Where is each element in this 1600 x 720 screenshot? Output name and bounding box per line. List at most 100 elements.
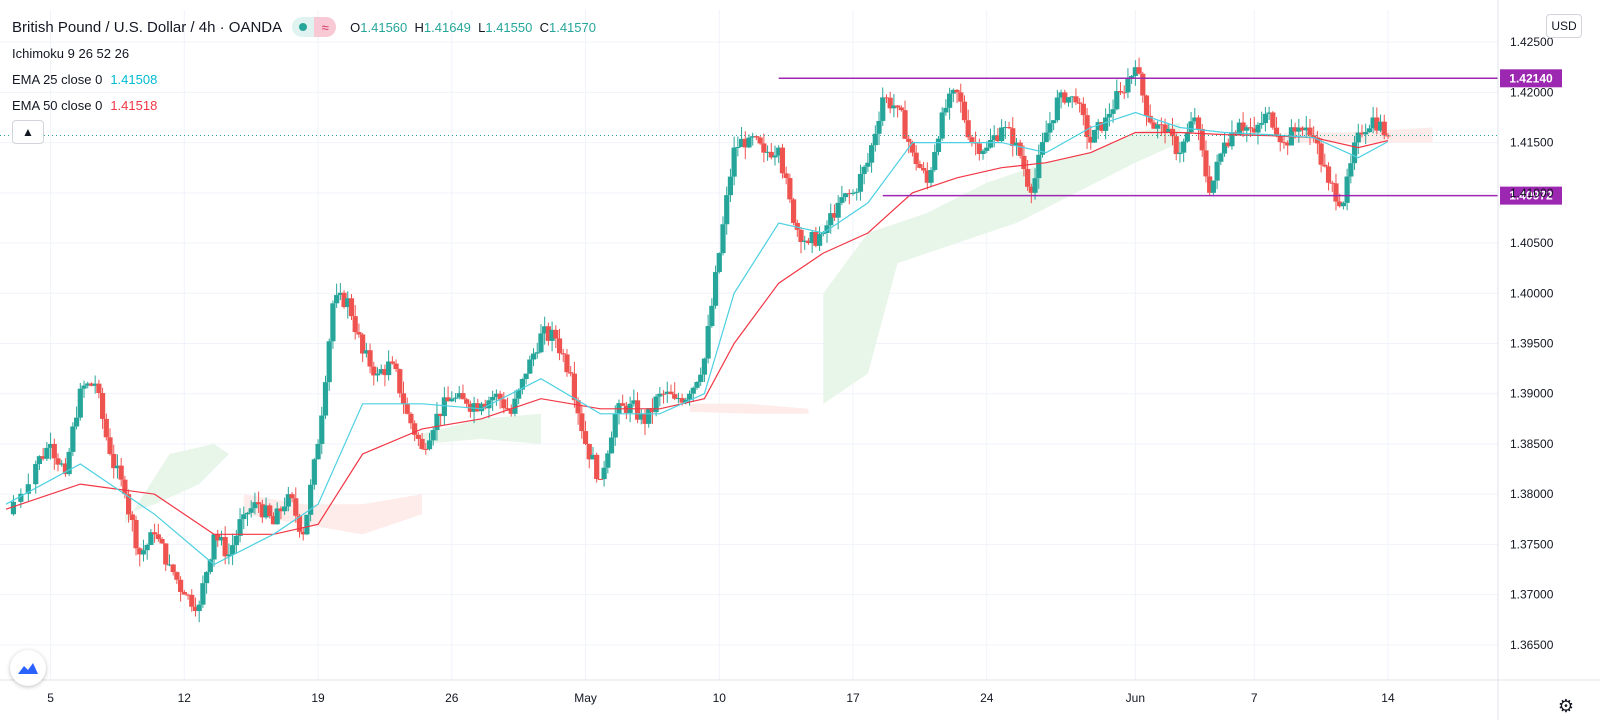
candle-body xyxy=(642,413,648,424)
candle-body xyxy=(1314,137,1320,144)
candle-body xyxy=(512,398,518,414)
candle-body xyxy=(382,369,388,376)
candle-body xyxy=(638,413,644,420)
candle-body xyxy=(1192,117,1198,122)
candle-body xyxy=(1307,127,1313,136)
candle-body xyxy=(1039,142,1046,155)
candle-body xyxy=(107,437,113,454)
candle-body xyxy=(404,404,410,414)
y-tick-label: 1.39000 xyxy=(1510,387,1554,401)
candle-body xyxy=(1054,97,1060,121)
indicator-ichimoku[interactable]: Ichimoku 9 26 52 26 xyxy=(12,45,130,61)
level-badge-resistance xyxy=(1500,69,1562,88)
candle-body xyxy=(363,350,369,354)
candle-body xyxy=(705,326,711,359)
candle-body xyxy=(545,326,551,341)
tradingview-logo-icon[interactable] xyxy=(10,650,46,686)
collapse-legend-button[interactable]: ▲ xyxy=(12,120,44,144)
candle-body xyxy=(868,145,875,163)
candle-body xyxy=(657,393,663,397)
indicator-ema25[interactable]: EMA 25 close 0 1.41508 xyxy=(12,71,158,87)
candle-body xyxy=(1329,182,1335,184)
candle-body xyxy=(419,438,425,449)
candle-body xyxy=(750,136,756,138)
candle-body xyxy=(490,396,496,401)
y-tick-label: 1.40500 xyxy=(1510,236,1554,250)
candle-body xyxy=(872,133,878,146)
candle-body xyxy=(1322,164,1328,167)
candle-body xyxy=(1244,127,1250,131)
candle-body xyxy=(675,398,682,400)
currency-button[interactable]: USD xyxy=(1546,14,1582,38)
candle-body xyxy=(1017,142,1023,156)
candle-body xyxy=(207,559,213,573)
candle-body xyxy=(148,532,154,545)
candle-body xyxy=(308,484,314,515)
candle-body xyxy=(70,426,76,452)
candle-body xyxy=(980,150,986,155)
candle-body xyxy=(278,508,284,512)
candle-body xyxy=(1095,122,1101,130)
candle-body xyxy=(668,391,674,395)
candle-body xyxy=(47,443,54,448)
candle-body xyxy=(471,403,477,412)
candle-body xyxy=(1337,201,1343,207)
candle-body xyxy=(464,399,470,404)
candle-body xyxy=(597,479,604,481)
candle-body xyxy=(1025,169,1031,187)
y-tick-label: 1.39500 xyxy=(1510,336,1554,350)
candle-body xyxy=(296,515,303,532)
candle-body xyxy=(1333,183,1339,202)
candle-body xyxy=(1036,154,1042,179)
candle-body xyxy=(166,564,173,566)
y-tick-label: 1.37500 xyxy=(1510,537,1554,551)
indicator-ema50[interactable]: EMA 50 close 0 1.41518 xyxy=(12,97,158,113)
candle-body xyxy=(181,591,187,595)
y-tick-label: 1.38500 xyxy=(1510,437,1554,451)
candle-body xyxy=(1221,142,1228,154)
candle-body xyxy=(267,505,273,517)
candle-body xyxy=(1132,67,1138,76)
candle-body xyxy=(724,195,730,225)
candle-body xyxy=(1259,123,1265,125)
candle-body xyxy=(475,403,481,412)
candle-body xyxy=(1177,152,1183,155)
candle-body xyxy=(1247,127,1254,129)
candle-body xyxy=(527,359,533,374)
candle-body xyxy=(1043,132,1049,143)
candle-body xyxy=(1262,113,1268,124)
candle-body xyxy=(712,272,719,306)
candle-body xyxy=(809,231,815,244)
candle-body xyxy=(534,352,540,354)
candle-body xyxy=(634,400,641,420)
symbol-title[interactable]: British Pound / U.S. Dollar xyxy=(12,18,187,36)
candle-body xyxy=(1374,117,1380,131)
candle-body xyxy=(96,383,102,394)
candle-body xyxy=(950,89,956,94)
gear-icon[interactable]: ⚙ xyxy=(1557,695,1575,716)
candle-body xyxy=(170,564,176,573)
candle-body xyxy=(999,127,1005,142)
market-status-pill[interactable]: ≈ xyxy=(292,17,337,37)
candle-body xyxy=(987,139,994,148)
candle-body xyxy=(798,229,804,242)
candle-body xyxy=(311,459,317,485)
candle-body xyxy=(1173,136,1179,155)
candle-body xyxy=(1344,176,1350,203)
candle-body xyxy=(954,89,960,93)
candle-body xyxy=(174,572,180,580)
interval-label[interactable]: 4h xyxy=(198,18,216,36)
candle-body xyxy=(300,531,306,535)
candle-body xyxy=(322,382,329,416)
candle-body xyxy=(516,389,522,399)
candle-body xyxy=(259,504,265,518)
market-open-icon xyxy=(292,17,315,37)
candle-body xyxy=(1266,112,1272,114)
candle-body xyxy=(408,413,414,424)
candle-body xyxy=(1236,122,1242,135)
candle-body xyxy=(1073,96,1079,103)
candle-body xyxy=(1021,155,1027,170)
candle-body xyxy=(1099,122,1105,131)
